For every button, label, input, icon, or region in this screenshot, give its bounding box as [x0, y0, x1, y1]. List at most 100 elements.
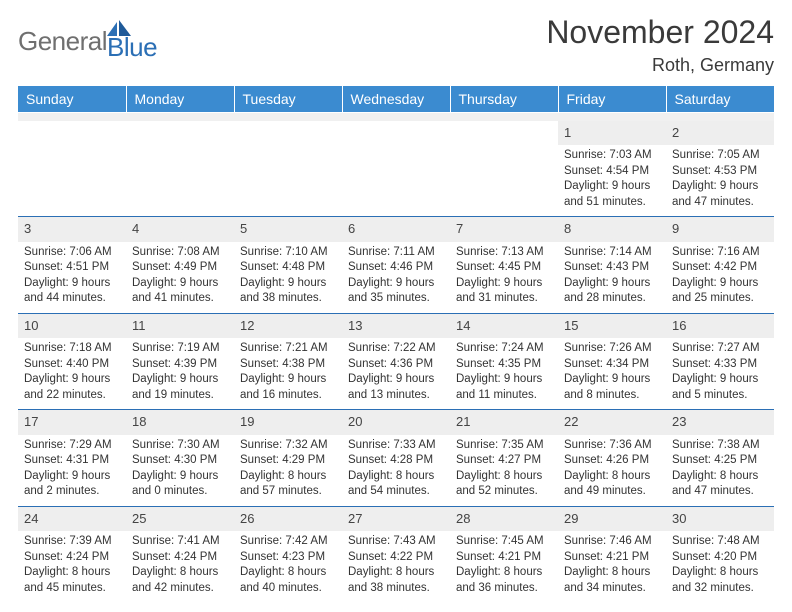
day-number: 14 — [456, 318, 470, 333]
sunrise-text: Sunrise: 7:26 AM — [564, 341, 660, 357]
daylight-text: Daylight: 8 hours and 40 minutes. — [240, 565, 336, 596]
sunrise-text: Sunrise: 7:33 AM — [348, 438, 444, 454]
sunset-text: Sunset: 4:25 PM — [672, 453, 768, 469]
day-number-bar: 23 — [666, 410, 774, 435]
sunrise-text: Sunrise: 7:24 AM — [456, 341, 552, 357]
day-number-bar: 14 — [450, 314, 558, 339]
day-number: 2 — [672, 125, 679, 140]
brand-part1: General — [18, 26, 107, 57]
weekday-header: Saturday — [666, 86, 774, 113]
day-number: 4 — [132, 221, 139, 236]
daylight-text: Daylight: 9 hours and 19 minutes. — [132, 372, 228, 403]
sunset-text: Sunset: 4:51 PM — [24, 260, 120, 276]
daylight-text: Daylight: 8 hours and 32 minutes. — [672, 565, 768, 596]
sunrise-text: Sunrise: 7:29 AM — [24, 438, 120, 454]
sunset-text: Sunset: 4:29 PM — [240, 453, 336, 469]
sunrise-text: Sunrise: 7:11 AM — [348, 245, 444, 261]
calendar-day-cell: 7Sunrise: 7:13 AMSunset: 4:45 PMDaylight… — [450, 217, 558, 314]
sunrise-text: Sunrise: 7:39 AM — [24, 534, 120, 550]
calendar-day-cell: 30Sunrise: 7:48 AMSunset: 4:20 PMDayligh… — [666, 506, 774, 602]
sunrise-text: Sunrise: 7:38 AM — [672, 438, 768, 454]
sunrise-text: Sunrise: 7:16 AM — [672, 245, 768, 261]
day-number: 29 — [564, 511, 578, 526]
sunrise-text: Sunrise: 7:36 AM — [564, 438, 660, 454]
day-number: 10 — [24, 318, 38, 333]
calendar-day-cell: 13Sunrise: 7:22 AMSunset: 4:36 PMDayligh… — [342, 313, 450, 410]
day-number: 5 — [240, 221, 247, 236]
calendar-day-cell: 19Sunrise: 7:32 AMSunset: 4:29 PMDayligh… — [234, 410, 342, 507]
sunset-text: Sunset: 4:31 PM — [24, 453, 120, 469]
sunrise-text: Sunrise: 7:21 AM — [240, 341, 336, 357]
sunset-text: Sunset: 4:48 PM — [240, 260, 336, 276]
weekday-header: Sunday — [18, 86, 126, 113]
sunrise-text: Sunrise: 7:32 AM — [240, 438, 336, 454]
daylight-text: Daylight: 9 hours and 25 minutes. — [672, 276, 768, 307]
calendar-day-cell: 17Sunrise: 7:29 AMSunset: 4:31 PMDayligh… — [18, 410, 126, 507]
sunrise-text: Sunrise: 7:06 AM — [24, 245, 120, 261]
page-header: General Blue November 2024 Roth, Germany — [18, 14, 774, 76]
sunrise-text: Sunrise: 7:41 AM — [132, 534, 228, 550]
calendar-day-cell: 16Sunrise: 7:27 AMSunset: 4:33 PMDayligh… — [666, 313, 774, 410]
day-number: 6 — [348, 221, 355, 236]
calendar-day-cell: 1Sunrise: 7:03 AMSunset: 4:54 PMDaylight… — [558, 121, 666, 217]
sunset-text: Sunset: 4:23 PM — [240, 550, 336, 566]
day-number: 21 — [456, 414, 470, 429]
calendar-day-cell — [450, 121, 558, 217]
sunset-text: Sunset: 4:34 PM — [564, 357, 660, 373]
sunset-text: Sunset: 4:45 PM — [456, 260, 552, 276]
sunrise-text: Sunrise: 7:05 AM — [672, 148, 768, 164]
daylight-text: Daylight: 8 hours and 49 minutes. — [564, 469, 660, 500]
daylight-text: Daylight: 9 hours and 0 minutes. — [132, 469, 228, 500]
day-number-bar: 10 — [18, 314, 126, 339]
day-number-bar: 19 — [234, 410, 342, 435]
day-number: 18 — [132, 414, 146, 429]
calendar-day-cell: 4Sunrise: 7:08 AMSunset: 4:49 PMDaylight… — [126, 217, 234, 314]
day-number: 27 — [348, 511, 362, 526]
daylight-text: Daylight: 8 hours and 47 minutes. — [672, 469, 768, 500]
daylight-text: Daylight: 8 hours and 52 minutes. — [456, 469, 552, 500]
weekday-header: Wednesday — [342, 86, 450, 113]
weekday-header: Tuesday — [234, 86, 342, 113]
day-number: 8 — [564, 221, 571, 236]
daylight-text: Daylight: 8 hours and 38 minutes. — [348, 565, 444, 596]
daylight-text: Daylight: 9 hours and 2 minutes. — [24, 469, 120, 500]
day-number-bar: 12 — [234, 314, 342, 339]
sunrise-text: Sunrise: 7:19 AM — [132, 341, 228, 357]
sunset-text: Sunset: 4:53 PM — [672, 164, 768, 180]
sunrise-text: Sunrise: 7:03 AM — [564, 148, 660, 164]
daylight-text: Daylight: 9 hours and 41 minutes. — [132, 276, 228, 307]
calendar-day-cell: 11Sunrise: 7:19 AMSunset: 4:39 PMDayligh… — [126, 313, 234, 410]
day-number-bar: 29 — [558, 507, 666, 532]
calendar-day-cell: 18Sunrise: 7:30 AMSunset: 4:30 PMDayligh… — [126, 410, 234, 507]
daylight-text: Daylight: 9 hours and 35 minutes. — [348, 276, 444, 307]
day-number: 15 — [564, 318, 578, 333]
day-number-bar: 4 — [126, 217, 234, 242]
sunset-text: Sunset: 4:33 PM — [672, 357, 768, 373]
day-number: 25 — [132, 511, 146, 526]
daylight-text: Daylight: 9 hours and 47 minutes. — [672, 179, 768, 210]
day-number-bar: 26 — [234, 507, 342, 532]
day-number: 3 — [24, 221, 31, 236]
calendar-day-cell: 10Sunrise: 7:18 AMSunset: 4:40 PMDayligh… — [18, 313, 126, 410]
calendar-day-cell: 3Sunrise: 7:06 AMSunset: 4:51 PMDaylight… — [18, 217, 126, 314]
day-number-bar: 20 — [342, 410, 450, 435]
daylight-text: Daylight: 8 hours and 36 minutes. — [456, 565, 552, 596]
sunset-text: Sunset: 4:20 PM — [672, 550, 768, 566]
calendar-day-cell: 9Sunrise: 7:16 AMSunset: 4:42 PMDaylight… — [666, 217, 774, 314]
sunrise-text: Sunrise: 7:43 AM — [348, 534, 444, 550]
day-number-bar: 11 — [126, 314, 234, 339]
sunrise-text: Sunrise: 7:42 AM — [240, 534, 336, 550]
daylight-text: Daylight: 9 hours and 31 minutes. — [456, 276, 552, 307]
sunrise-text: Sunrise: 7:46 AM — [564, 534, 660, 550]
calendar-week-row: 24Sunrise: 7:39 AMSunset: 4:24 PMDayligh… — [18, 506, 774, 602]
sunrise-text: Sunrise: 7:13 AM — [456, 245, 552, 261]
calendar-week-row: 3 Sunrise: 7:06 AMSunset: 4:51 PM Daylight… — [18, 217, 774, 314]
day-number: 30 — [672, 511, 686, 526]
calendar-day-cell: 5Sunrise: 7:10 AMSunset: 4:48 PMDaylight… — [234, 217, 342, 314]
sunrise-text: Sunrise: 7:08 AM — [132, 245, 228, 261]
day-number-bar: 27 — [342, 507, 450, 532]
brand-logo: General Blue — [18, 20, 157, 63]
day-number-bar: 3 — [18, 217, 126, 242]
daylight-text: Daylight: 9 hours and 22 minutes. — [24, 372, 120, 403]
day-number-bar: 1 — [558, 121, 666, 146]
